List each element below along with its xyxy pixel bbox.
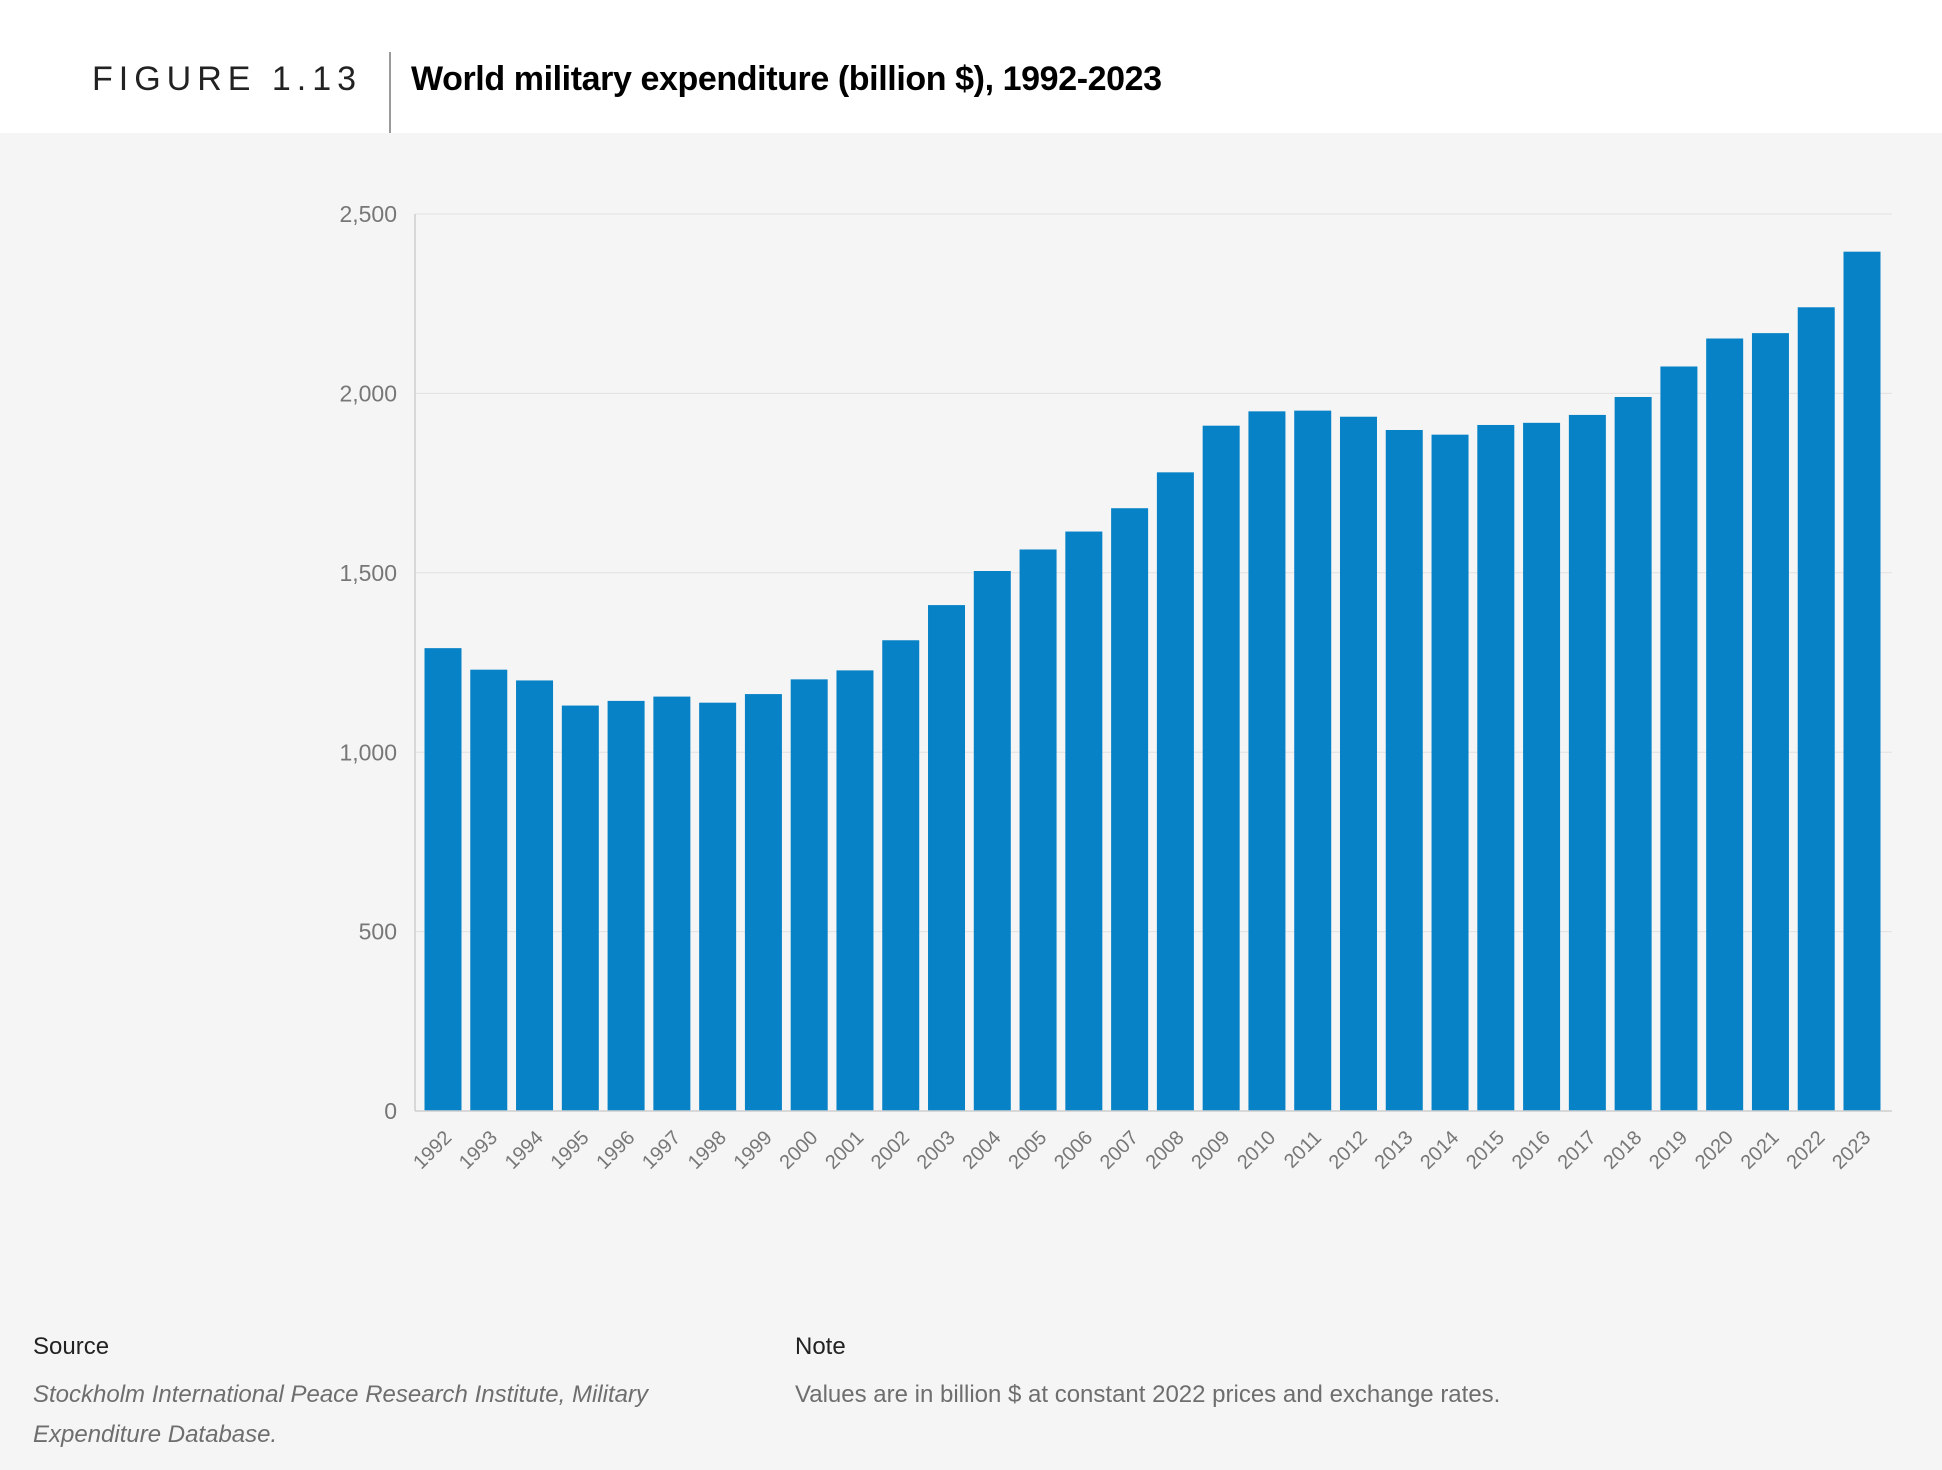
x-tick-label: 1992 (409, 1127, 456, 1174)
x-tick-label: 2002 (867, 1127, 914, 1174)
bar-2020 (1706, 338, 1744, 1111)
y-tick-label: 1,000 (339, 739, 397, 765)
source-label: Source (33, 1333, 110, 1360)
x-tick-label: 2021 (1737, 1127, 1784, 1174)
bar-2017 (1568, 414, 1606, 1112)
x-tick-label: 2000 (775, 1127, 822, 1174)
x-tick-label: 2016 (1508, 1127, 1555, 1174)
bar-2021 (1751, 333, 1789, 1111)
bar-2018 (1614, 396, 1652, 1111)
bar-2014 (1431, 434, 1469, 1111)
bar-2015 (1477, 424, 1515, 1112)
bar-1997 (653, 696, 691, 1111)
bar-2016 (1523, 422, 1561, 1111)
x-tick-label: 2023 (1828, 1127, 1875, 1174)
bar-2019 (1660, 366, 1698, 1111)
note-label: Note (795, 1333, 846, 1360)
bar-2009 (1202, 425, 1240, 1111)
x-tick-label: 2013 (1371, 1127, 1418, 1174)
bar-2023 (1843, 251, 1881, 1111)
x-tick-label: 1999 (730, 1127, 777, 1174)
x-tick-label: 2005 (1004, 1127, 1051, 1174)
y-tick-label: 0 (384, 1098, 397, 1124)
x-tick-label: 2003 (913, 1127, 960, 1174)
x-tick-label: 2004 (959, 1127, 1006, 1174)
bars (424, 251, 1881, 1112)
x-tick-label: 2007 (1096, 1127, 1143, 1174)
x-tick-label: 2014 (1416, 1127, 1463, 1174)
bar-2008 (1156, 472, 1194, 1111)
bar-2010 (1248, 411, 1286, 1112)
x-tick-label: 1997 (638, 1127, 685, 1174)
bar-1998 (699, 702, 737, 1111)
note-block: Note Values are in billion $ at constant… (795, 1333, 1795, 1415)
bar-1993 (470, 669, 508, 1111)
bar-1999 (744, 694, 782, 1111)
x-tick-label: 2019 (1645, 1127, 1692, 1174)
x-tick-label: 1994 (501, 1127, 548, 1174)
x-tick-labels: 1992199319941995199619971998199920002001… (409, 1127, 1875, 1174)
x-tick-label: 2006 (1050, 1127, 1097, 1174)
bar-1994 (516, 680, 554, 1111)
x-tick-label: 2009 (1187, 1127, 1234, 1174)
x-tick-label: 2015 (1462, 1127, 1509, 1174)
bar-1996 (607, 700, 645, 1111)
x-tick-label: 1996 (592, 1127, 639, 1174)
bar-2011 (1294, 410, 1332, 1111)
bar-1992 (424, 648, 462, 1111)
y-tick-label: 2,000 (339, 380, 397, 406)
x-tick-label: 1998 (684, 1127, 731, 1174)
bar-2005 (1019, 549, 1057, 1111)
x-tick-label: 2001 (821, 1127, 868, 1174)
bar-2004 (973, 571, 1011, 1111)
bar-2013 (1385, 429, 1423, 1112)
note-text: Values are in billion $ at constant 2022… (795, 1381, 1501, 1408)
x-tick-label: 2012 (1325, 1127, 1372, 1174)
bar-1995 (561, 705, 599, 1111)
figure-label: FIGURE 1.13 (92, 60, 363, 98)
x-tick-label: 1993 (455, 1127, 502, 1174)
x-tick-label: 2018 (1599, 1127, 1646, 1174)
bar-2022 (1797, 307, 1835, 1112)
bar-2001 (836, 670, 874, 1111)
x-tick-label: 1995 (547, 1127, 594, 1174)
y-tick-label: 1,500 (339, 560, 397, 586)
figure-title: World military expenditure (billion $), … (411, 60, 1162, 98)
axes (414, 214, 1892, 1112)
bar-2003 (928, 605, 966, 1111)
source-block: Source Stockholm International Peace Res… (33, 1333, 733, 1455)
figure-header: FIGURE 1.13 World military expenditure (… (0, 0, 1942, 133)
x-tick-label: 2011 (1280, 1127, 1326, 1173)
bar-2007 (1111, 508, 1149, 1111)
bar-2000 (790, 679, 828, 1111)
header-divider (389, 52, 391, 133)
x-tick-label: 2008 (1142, 1127, 1189, 1174)
x-tick-label: 2010 (1233, 1127, 1280, 1174)
y-tick-labels: 0 500 1,000 1,500 2,000 2,500 (339, 201, 397, 1124)
x-tick-label: 2022 (1782, 1127, 1829, 1174)
y-tick-label: 500 (359, 919, 397, 945)
bar-2006 (1065, 531, 1103, 1111)
source-text: Stockholm International Peace Research I… (33, 1381, 648, 1448)
y-tick-label: 2,500 (339, 201, 397, 227)
bar-2002 (882, 640, 920, 1111)
bar-2012 (1339, 416, 1377, 1111)
x-tick-label: 2017 (1554, 1127, 1601, 1174)
x-tick-label: 2020 (1691, 1127, 1738, 1174)
